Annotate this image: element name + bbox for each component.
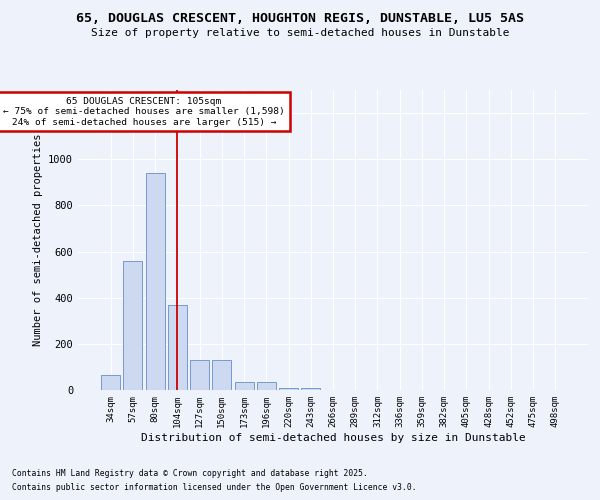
Bar xyxy=(212,360,231,390)
Bar xyxy=(190,360,209,390)
Text: Contains public sector information licensed under the Open Government Licence v3: Contains public sector information licen… xyxy=(12,484,416,492)
Text: Contains HM Land Registry data © Crown copyright and database right 2025.: Contains HM Land Registry data © Crown c… xyxy=(12,468,368,477)
Bar xyxy=(301,388,320,390)
Bar xyxy=(168,304,187,390)
Text: Size of property relative to semi-detached houses in Dunstable: Size of property relative to semi-detach… xyxy=(91,28,509,38)
Bar xyxy=(101,375,120,390)
Bar xyxy=(257,382,276,390)
Bar xyxy=(124,261,142,390)
X-axis label: Distribution of semi-detached houses by size in Dunstable: Distribution of semi-detached houses by … xyxy=(140,432,526,442)
Text: 65 DOUGLAS CRESCENT: 105sqm
← 75% of semi-detached houses are smaller (1,598)
24: 65 DOUGLAS CRESCENT: 105sqm ← 75% of sem… xyxy=(3,97,285,126)
Text: 65, DOUGLAS CRESCENT, HOUGHTON REGIS, DUNSTABLE, LU5 5AS: 65, DOUGLAS CRESCENT, HOUGHTON REGIS, DU… xyxy=(76,12,524,26)
Y-axis label: Number of semi-detached properties: Number of semi-detached properties xyxy=(32,134,43,346)
Bar xyxy=(279,388,298,390)
Bar xyxy=(146,173,164,390)
Bar xyxy=(235,382,254,390)
